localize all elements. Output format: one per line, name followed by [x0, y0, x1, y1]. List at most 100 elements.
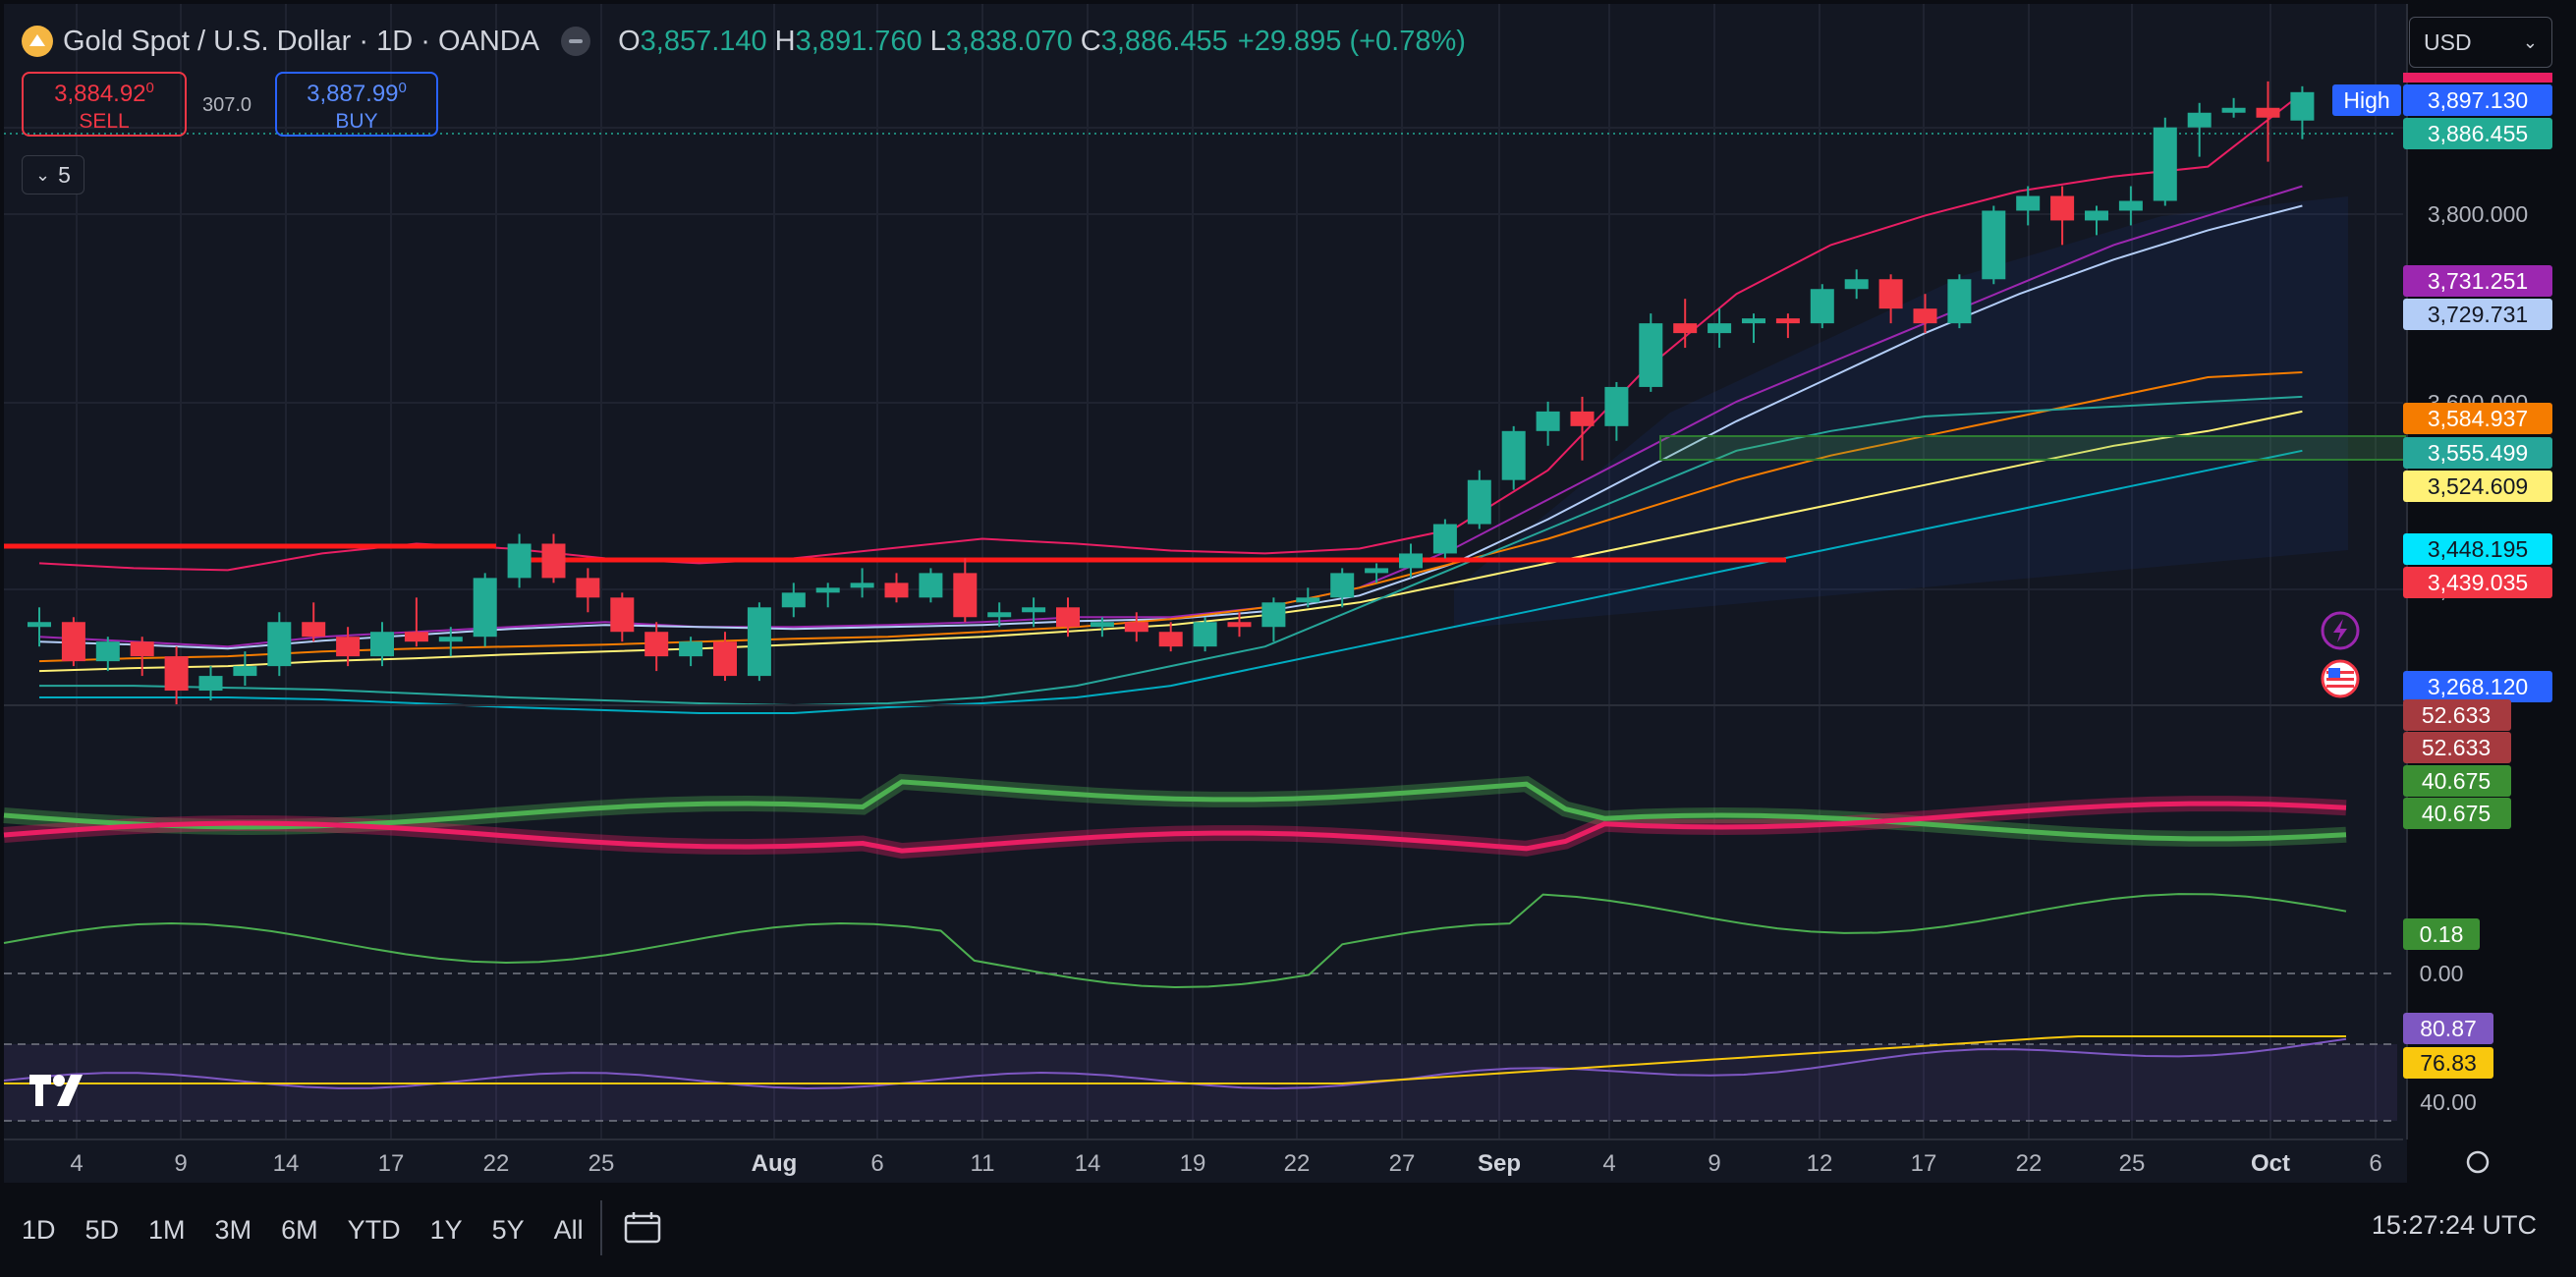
candle-body	[233, 666, 257, 677]
candle-body	[507, 543, 532, 579]
momentum-label-bg	[2403, 918, 2480, 950]
price-label-bg	[2403, 533, 2552, 565]
candle-body	[2187, 112, 2212, 128]
price-label: 3,268.120	[2428, 674, 2528, 699]
x-axis-label: 19	[1180, 1150, 1206, 1177]
high-value-bg	[2403, 84, 2552, 116]
x-axis-label: 17	[1911, 1150, 1937, 1177]
x-axis-label: 9	[174, 1150, 187, 1177]
minimize-legend-icon[interactable]	[561, 27, 591, 56]
candle-body	[815, 587, 840, 593]
indicators-toggle-button[interactable]: ⌄ 5	[22, 155, 84, 194]
band-fill	[1454, 196, 2348, 629]
momentum-line	[3, 893, 2347, 989]
price-label: 3,439.035	[2428, 570, 2528, 595]
momentum-label: 0.18	[2420, 921, 2464, 947]
candle-body	[2153, 127, 2177, 201]
lightning-icon[interactable]	[2321, 611, 2360, 655]
us-flag-event-icon[interactable]	[2321, 659, 2360, 703]
candle-body	[1878, 279, 1903, 309]
osc-label: 40.675	[2422, 801, 2491, 826]
sell-price: 3,884.92	[54, 81, 146, 107]
rsi-ma-label: 76.83	[2420, 1050, 2477, 1076]
candle-body	[1947, 279, 1972, 324]
x-axis-label: 22	[483, 1150, 510, 1177]
candle-body	[919, 573, 943, 598]
candle-body	[404, 632, 428, 642]
price-label: 3,729.731	[2428, 302, 2528, 327]
price-tick-label: 3,800.000	[2428, 201, 2528, 227]
candle-body	[2118, 200, 2143, 211]
candle-body	[95, 641, 120, 662]
change-value: +29.895 (+0.78%)	[1237, 25, 1466, 57]
timeframe-1m[interactable]: 1M	[148, 1215, 186, 1245]
candle-body	[644, 632, 669, 657]
price-label-bg	[2403, 567, 2552, 598]
osc-label-bg	[2403, 798, 2511, 829]
low-label: L	[929, 25, 946, 57]
timeframe-bar: 1D 5D 1M 3M 6M YTD 1Y 5Y All	[22, 1210, 692, 1250]
candle-body	[1708, 323, 1732, 334]
indicators-count: 5	[58, 161, 71, 188]
candle-body	[438, 637, 463, 642]
candle-body	[1022, 607, 1046, 613]
timeframe-6m[interactable]: 6M	[281, 1215, 318, 1245]
rsi-ma-label-bg	[2403, 1047, 2493, 1079]
x-axis-label: 14	[273, 1150, 300, 1177]
candle-body	[610, 597, 635, 633]
price-label: 3,731.251	[2428, 268, 2528, 294]
bottom-toolbar-bg	[4, 1183, 2572, 1273]
candle-body	[2016, 195, 2041, 211]
sell-price-sup: 0	[145, 80, 154, 96]
timeframe-1y[interactable]: 1Y	[429, 1215, 463, 1245]
currency-select[interactable]: USD ⌄	[2409, 17, 2552, 68]
buy-button[interactable]: 3,887.990 BUY	[275, 72, 438, 137]
candle-body	[1810, 289, 1834, 324]
candle-body	[1604, 386, 1629, 426]
candle-body	[130, 641, 154, 657]
candle-body	[1467, 479, 1491, 525]
timeframe-5y[interactable]: 5Y	[491, 1215, 525, 1245]
candle-body	[781, 592, 806, 608]
price-label: 3,555.499	[2428, 440, 2528, 466]
candle-body	[1365, 568, 1389, 574]
price-label-bg	[2403, 403, 2552, 434]
timeframe-3m[interactable]: 3M	[214, 1215, 252, 1245]
x-axis-label: 17	[378, 1150, 405, 1177]
candle-body	[1536, 411, 1560, 431]
x-axis-label: 22	[1284, 1150, 1311, 1177]
settings-icon	[2466, 1150, 2490, 1174]
price-label: 3,886.455	[2428, 121, 2528, 146]
sell-label: SELL	[79, 110, 130, 133]
price-label-bg	[2403, 437, 2552, 469]
x-axis-label: 12	[1807, 1150, 1833, 1177]
price-label-bg	[2403, 471, 2552, 502]
candle-body	[1124, 622, 1148, 633]
candle-body	[541, 543, 566, 579]
sell-button[interactable]: 3,884.920 SELL	[22, 72, 187, 137]
x-axis-label: Oct	[2251, 1150, 2290, 1177]
close-value: 3,886.455	[1100, 25, 1228, 57]
chevron-down-icon: ⌄	[2522, 31, 2538, 52]
timeframe-5d[interactable]: 5D	[84, 1215, 120, 1245]
candle-body	[1570, 411, 1595, 426]
candle-body	[1193, 622, 1217, 647]
candle-body	[884, 583, 909, 598]
candle-body	[1432, 524, 1457, 554]
candle-body	[267, 622, 292, 667]
price-label-bg	[2403, 299, 2552, 330]
candle-body	[164, 656, 189, 692]
low-value: 3,838.070	[945, 25, 1073, 57]
osc-green-line	[3, 779, 2347, 842]
go-to-date-icon[interactable]	[623, 1210, 662, 1250]
timeframe-all[interactable]: All	[553, 1215, 584, 1245]
x-axis-label: 6	[2369, 1150, 2381, 1177]
buy-price: 3,887.99	[307, 81, 399, 107]
timeframe-1d[interactable]: 1D	[22, 1215, 56, 1245]
timeframe-ytd[interactable]: YTD	[347, 1215, 401, 1245]
symbol-title[interactable]: Gold Spot / U.S. Dollar · 1D · OANDA	[63, 25, 540, 57]
candle-body	[2050, 195, 2075, 221]
clock[interactable]: 15:27:24 UTC	[2371, 1210, 2537, 1240]
